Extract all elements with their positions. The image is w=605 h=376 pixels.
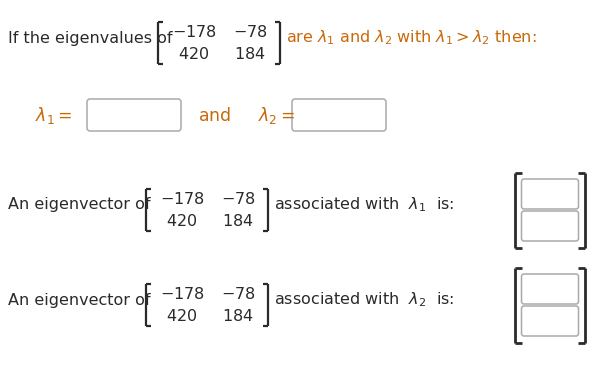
Text: $420$: $420$ (166, 213, 198, 229)
Text: $-$$78$: $-$$78$ (233, 24, 267, 40)
Text: are $\lambda_1$ and $\lambda_2$ with $\lambda_1 > \lambda_2$ then:: are $\lambda_1$ and $\lambda_2$ with $\l… (286, 29, 537, 47)
FancyBboxPatch shape (522, 306, 578, 336)
Text: associated with  $\lambda_2$  is:: associated with $\lambda_2$ is: (274, 291, 454, 309)
Text: $420$: $420$ (178, 46, 210, 62)
Text: $-$$78$: $-$$78$ (221, 286, 255, 302)
FancyBboxPatch shape (522, 211, 578, 241)
Text: $\lambda_1 =$: $\lambda_1 =$ (35, 105, 73, 126)
FancyBboxPatch shape (292, 99, 386, 131)
Text: An eigenvector of: An eigenvector of (8, 197, 151, 212)
Text: $-$$178$: $-$$178$ (160, 286, 204, 302)
Text: $184$: $184$ (234, 46, 266, 62)
Text: If the eigenvalues of: If the eigenvalues of (8, 30, 172, 45)
FancyBboxPatch shape (522, 179, 578, 209)
Text: $184$: $184$ (222, 308, 253, 324)
Text: $184$: $184$ (222, 213, 253, 229)
Text: $420$: $420$ (166, 308, 198, 324)
FancyBboxPatch shape (87, 99, 181, 131)
Text: $-$$178$: $-$$178$ (160, 191, 204, 207)
Text: and     $\lambda_2 =$: and $\lambda_2 =$ (198, 105, 295, 126)
Text: $-$$178$: $-$$178$ (172, 24, 217, 40)
Text: An eigenvector of: An eigenvector of (8, 293, 151, 308)
FancyBboxPatch shape (522, 274, 578, 304)
Text: $-$$78$: $-$$78$ (221, 191, 255, 207)
Text: associated with  $\lambda_1$  is:: associated with $\lambda_1$ is: (274, 196, 454, 214)
